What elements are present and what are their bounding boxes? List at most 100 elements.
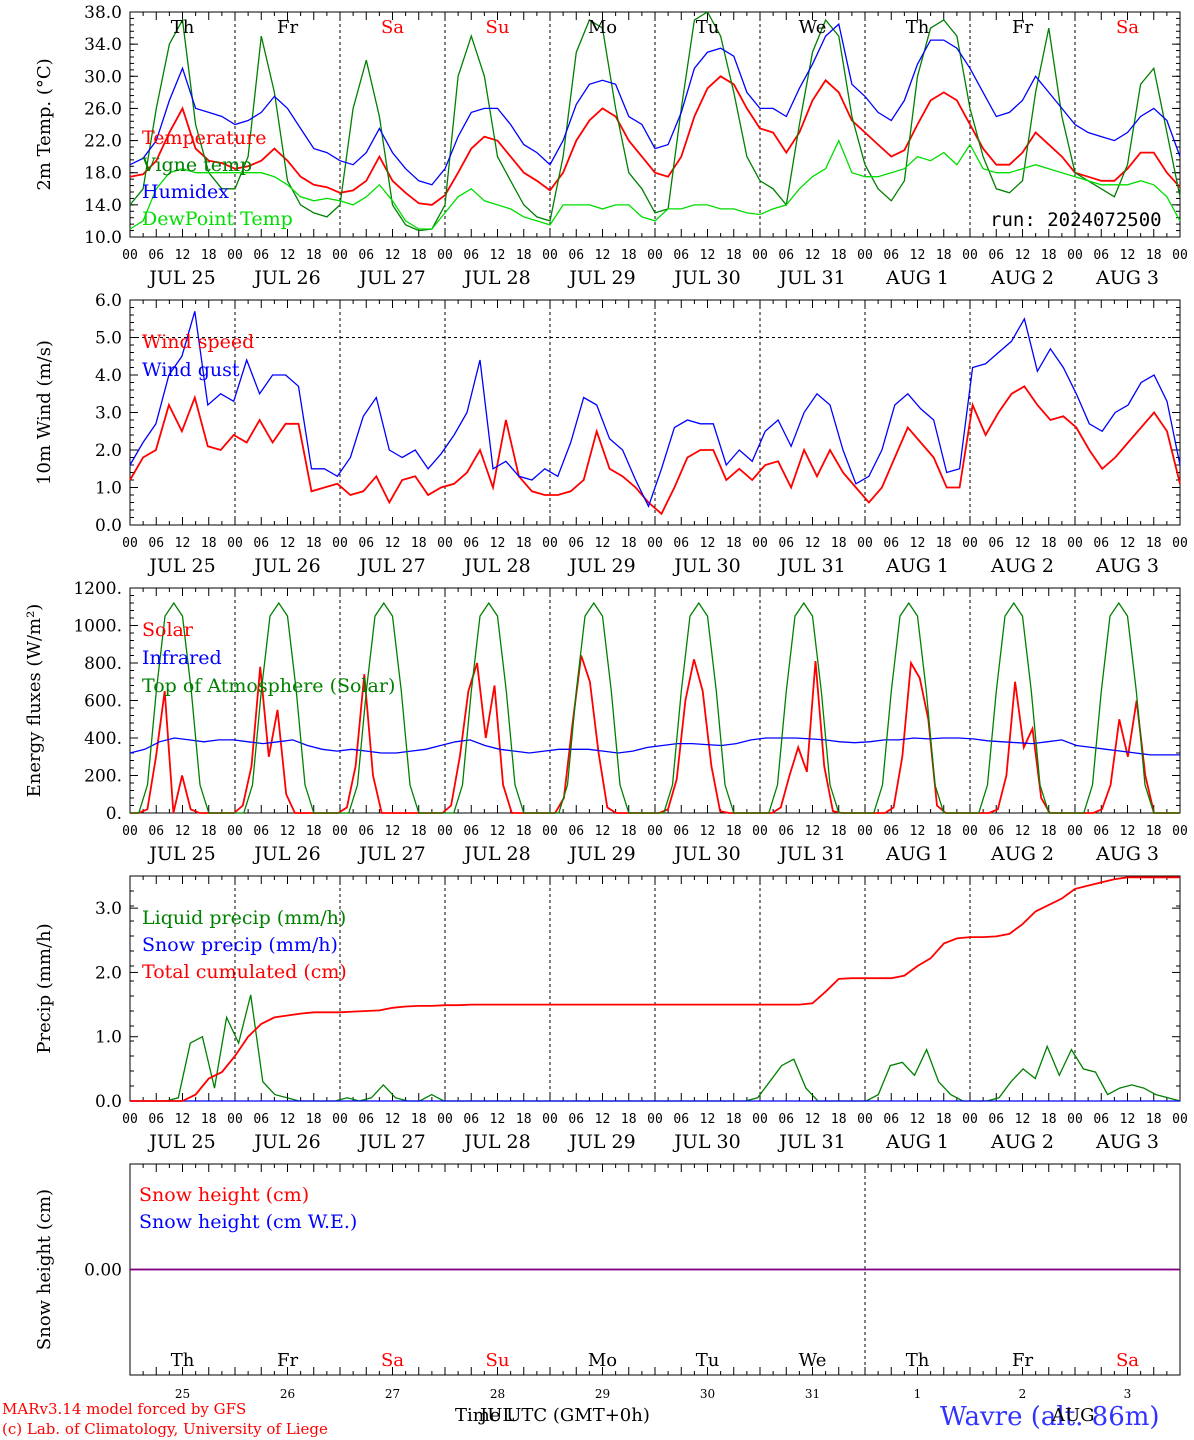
y-axis-label: Snow height (cm) xyxy=(34,1189,55,1350)
hour-tick-label: 18 xyxy=(1146,1112,1162,1127)
date-label: JUL 29 xyxy=(567,843,635,865)
hour-tick-label: 18 xyxy=(726,824,742,839)
hour-tick-label: 00 xyxy=(542,824,558,839)
date-label: JUL 31 xyxy=(777,267,845,289)
y-tick-label: 38.0 xyxy=(84,3,122,23)
hour-tick-label: 12 xyxy=(280,248,296,263)
hour-tick-label: 06 xyxy=(463,1112,479,1127)
date-label: AUG 3 xyxy=(1095,843,1159,865)
hour-tick-label: 18 xyxy=(831,248,847,263)
hour-tick-label: 06 xyxy=(253,824,269,839)
day-number-label: 3 xyxy=(1124,1387,1132,1401)
y-tick-label: 3.0 xyxy=(95,404,122,424)
hour-tick-label: 06 xyxy=(358,248,374,263)
hour-tick-label: 12 xyxy=(700,824,716,839)
weekday-label: Th xyxy=(171,1350,195,1371)
hour-tick-label: 00 xyxy=(857,248,873,263)
y-axis-label: Precip (mm/h) xyxy=(34,923,55,1053)
hour-tick-label: 18 xyxy=(726,248,742,263)
hour-tick-label: 18 xyxy=(1041,536,1057,551)
weekday-label: Su xyxy=(486,1350,510,1371)
hour-tick-label: 00 xyxy=(332,824,348,839)
x-axis-label: Time UTC (GMT+0h) xyxy=(455,1405,650,1426)
weekday-label: Tu xyxy=(696,1350,720,1371)
weekday-label: Fr xyxy=(1012,17,1033,38)
hour-tick-label: 06 xyxy=(568,536,584,551)
hour-tick-label: 12 xyxy=(490,1112,506,1127)
station-label: Wavre (alt. 86m) xyxy=(940,1402,1160,1432)
hour-tick-label: 00 xyxy=(857,824,873,839)
hour-tick-label: 18 xyxy=(936,1112,952,1127)
y-tick-label: 1.0 xyxy=(95,479,122,499)
date-label: JUL 30 xyxy=(672,843,740,865)
weekday-label: We xyxy=(799,1350,827,1371)
day-number-label: 2 xyxy=(1019,1387,1027,1401)
legend-entry: Liquid precip (mm/h) xyxy=(142,907,346,929)
y-tick-label: 600. xyxy=(84,692,122,712)
hour-tick-label: 12 xyxy=(280,824,296,839)
date-label: JUL 30 xyxy=(672,1131,740,1153)
date-label: AUG 3 xyxy=(1095,555,1159,577)
day-number-label: 25 xyxy=(175,1387,190,1401)
legend-entry: Wind gust xyxy=(142,359,240,381)
hour-tick-label: 06 xyxy=(988,824,1004,839)
hour-tick-label: 06 xyxy=(568,248,584,263)
date-label: AUG 1 xyxy=(885,843,949,865)
date-label: AUG 1 xyxy=(885,555,949,577)
hour-tick-label: 00 xyxy=(437,248,453,263)
hour-tick-label: 18 xyxy=(306,536,322,551)
hour-tick-label: 18 xyxy=(831,536,847,551)
date-label: JUL 28 xyxy=(462,267,530,289)
hour-tick-label: 12 xyxy=(910,536,926,551)
weekday-label: Th xyxy=(906,1350,930,1371)
date-label: JUL 30 xyxy=(672,555,740,577)
y-tick-label: 800. xyxy=(84,654,122,674)
y-tick-label: 1.0 xyxy=(95,1028,122,1048)
hour-tick-label: 06 xyxy=(148,248,164,263)
hour-tick-label: 18 xyxy=(516,1112,532,1127)
hour-tick-label: 18 xyxy=(936,824,952,839)
hour-tick-label: 06 xyxy=(358,536,374,551)
hour-tick-label: 12 xyxy=(700,536,716,551)
hour-tick-label: 06 xyxy=(778,536,794,551)
legend-entry: Solar xyxy=(142,619,194,641)
hour-tick-label: 00 xyxy=(227,248,243,263)
weekday-label: Fr xyxy=(277,17,298,38)
legend-entry: Wind speed xyxy=(142,331,254,353)
hour-tick-label: 18 xyxy=(1146,248,1162,263)
hour-tick-label: 00 xyxy=(227,1112,243,1127)
y-tick-label: 0.0 xyxy=(95,1092,122,1112)
hour-tick-label: 00 xyxy=(1172,1112,1188,1127)
hour-tick-label: 06 xyxy=(148,824,164,839)
date-label: JUL 25 xyxy=(147,1131,215,1153)
hour-tick-label: 18 xyxy=(831,824,847,839)
hour-tick-label: 12 xyxy=(1120,824,1136,839)
hour-tick-label: 06 xyxy=(463,824,479,839)
hour-tick-label: 18 xyxy=(411,1112,427,1127)
hour-tick-label: 06 xyxy=(673,1112,689,1127)
hour-tick-label: 18 xyxy=(621,248,637,263)
date-label: JUL 31 xyxy=(777,843,845,865)
y-tick-label: 2.0 xyxy=(95,441,122,461)
hour-tick-label: 00 xyxy=(962,1112,978,1127)
series-line-wind-gust xyxy=(129,311,1181,508)
hour-tick-label: 12 xyxy=(910,248,926,263)
date-label: JUL 27 xyxy=(357,1131,425,1153)
weekday-label: Su xyxy=(486,17,510,38)
hour-tick-label: 06 xyxy=(778,1112,794,1127)
legend-entry: Snow height (cm W.E.) xyxy=(139,1211,357,1233)
y-tick-label: 18.0 xyxy=(84,164,122,184)
hour-tick-label: 18 xyxy=(516,248,532,263)
hour-tick-label: 12 xyxy=(805,536,821,551)
hour-tick-label: 18 xyxy=(201,824,217,839)
legend-entry: Top of Atmosphere (Solar) xyxy=(142,675,395,697)
hour-tick-label: 06 xyxy=(988,1112,1004,1127)
weekday-label: Fr xyxy=(1012,1350,1033,1371)
footer-copyright-line: (c) Lab. of Climatology, University of L… xyxy=(2,1420,328,1438)
y-tick-label: 5.0 xyxy=(95,329,122,349)
date-label: JUL 28 xyxy=(462,555,530,577)
hour-tick-label: 18 xyxy=(831,1112,847,1127)
hour-tick-label: 06 xyxy=(253,248,269,263)
date-label: JUL 26 xyxy=(252,843,320,865)
